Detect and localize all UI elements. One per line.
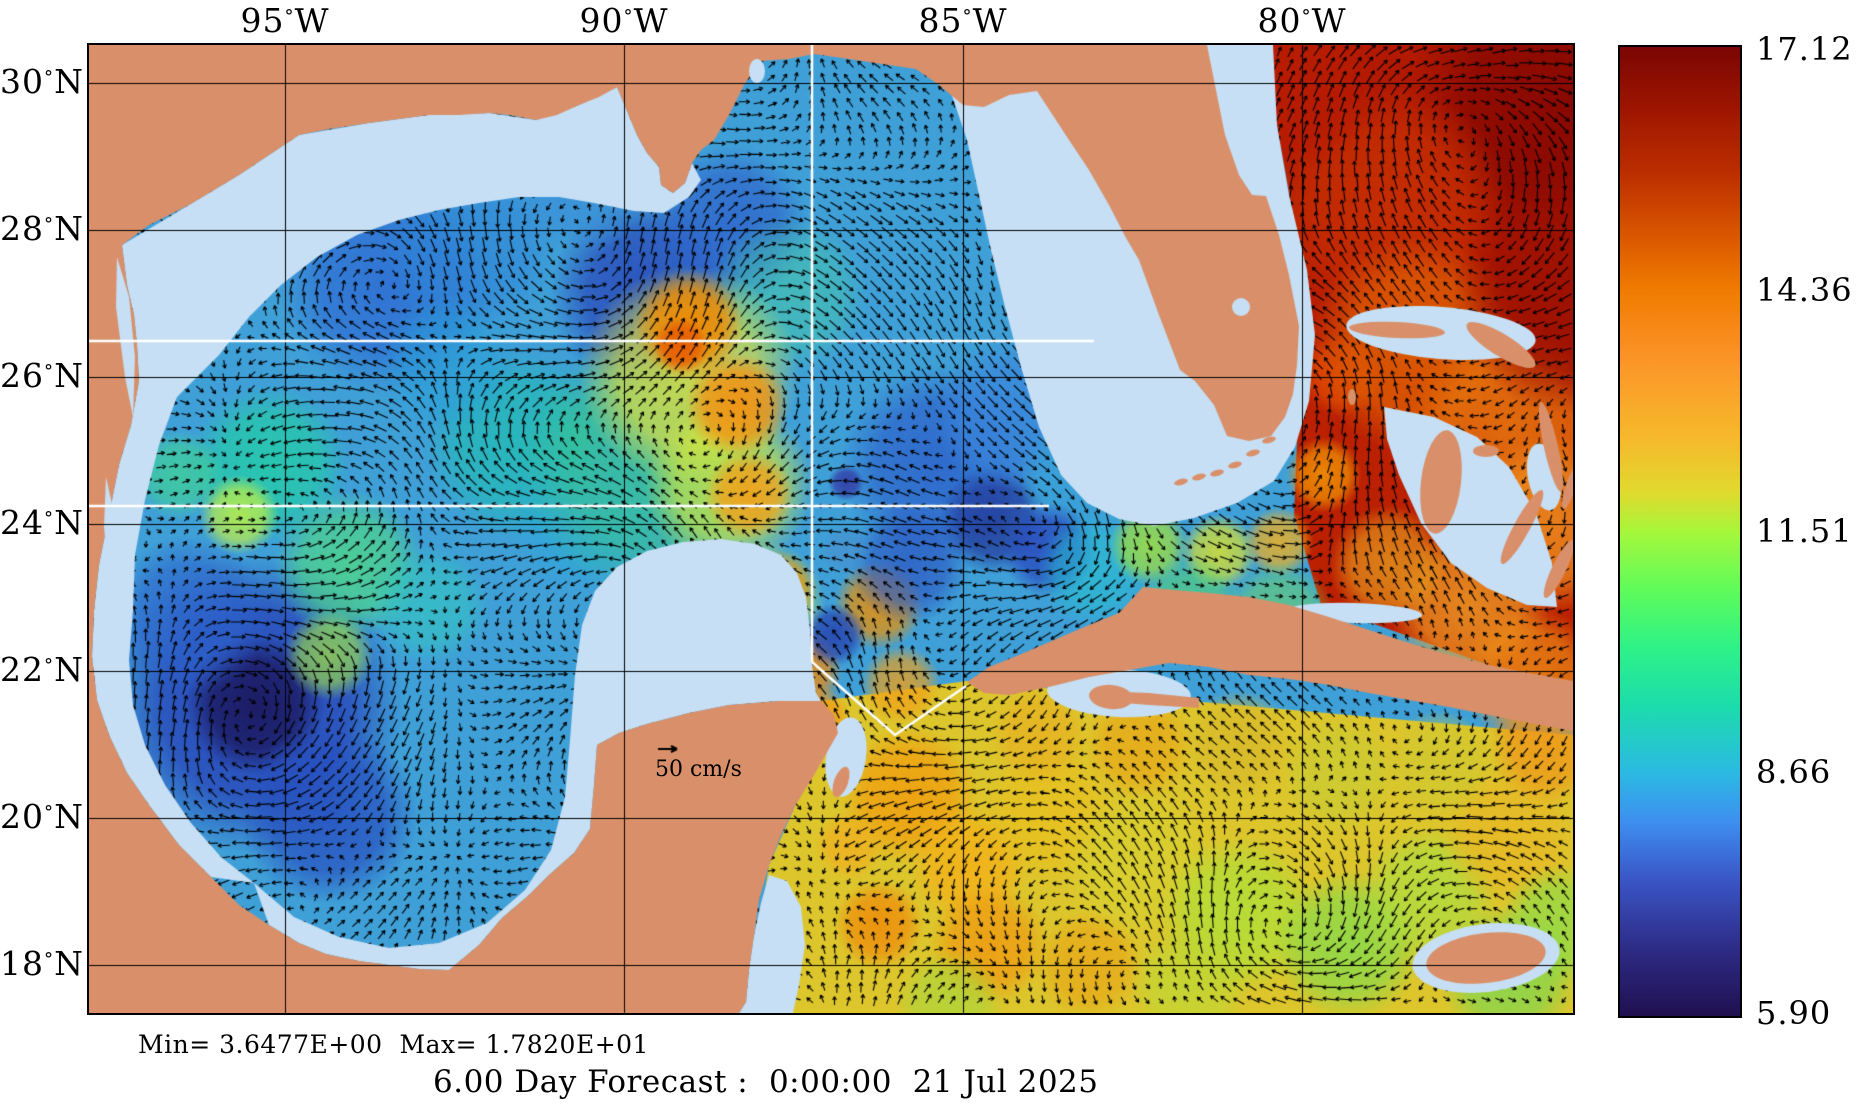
colorbar-tick-0: 17.12 [1756, 30, 1853, 68]
colorbar-tick-4: 5.90 [1756, 994, 1832, 1032]
degree-symbol: ° [1301, 6, 1312, 28]
colorbar [1618, 45, 1742, 1018]
colorbar-tick-1: 14.36 [1756, 271, 1853, 309]
axis-tick-left-0: 30°N [0, 62, 84, 101]
axis-tick-top-1: 90°W [579, 1, 669, 40]
degree-symbol: ° [44, 67, 55, 89]
plot-area [87, 43, 1575, 1015]
axis-tick-left-2: 26°N [0, 356, 84, 395]
degree-symbol: ° [44, 508, 55, 530]
axis-tick-left-4: 22°N [0, 650, 84, 689]
degree-symbol: ° [44, 361, 55, 383]
axis-tick-left-1: 28°N [0, 209, 84, 248]
degree-symbol: ° [284, 6, 295, 28]
degree-symbol: ° [44, 949, 55, 971]
vector-scale-label: 50 cm/s [655, 757, 742, 782]
axis-tick-top-0: 95°W [240, 1, 330, 40]
axis-tick-top-3: 80°W [1257, 1, 1347, 40]
degree-symbol: ° [44, 214, 55, 236]
degree-symbol: ° [44, 802, 55, 824]
degree-symbol: ° [623, 6, 634, 28]
degree-symbol: ° [962, 6, 973, 28]
page-title: 6.00 Day Forecast : 0:00:00 21 Jul 2025 [433, 1064, 1099, 1100]
min-max-stats: Min= 3.6477E+00 Max= 1.7820E+01 [138, 1030, 649, 1059]
axis-tick-left-3: 24°N [0, 503, 84, 542]
colorbar-tick-3: 8.66 [1756, 753, 1832, 791]
colorbar-tick-2: 11.51 [1756, 512, 1853, 550]
ocean-current-map [89, 45, 1573, 1013]
axis-tick-left-5: 20°N [0, 797, 84, 836]
degree-symbol: ° [44, 655, 55, 677]
axis-tick-left-6: 18°N [0, 944, 84, 983]
axis-tick-top-2: 85°W [918, 1, 1008, 40]
